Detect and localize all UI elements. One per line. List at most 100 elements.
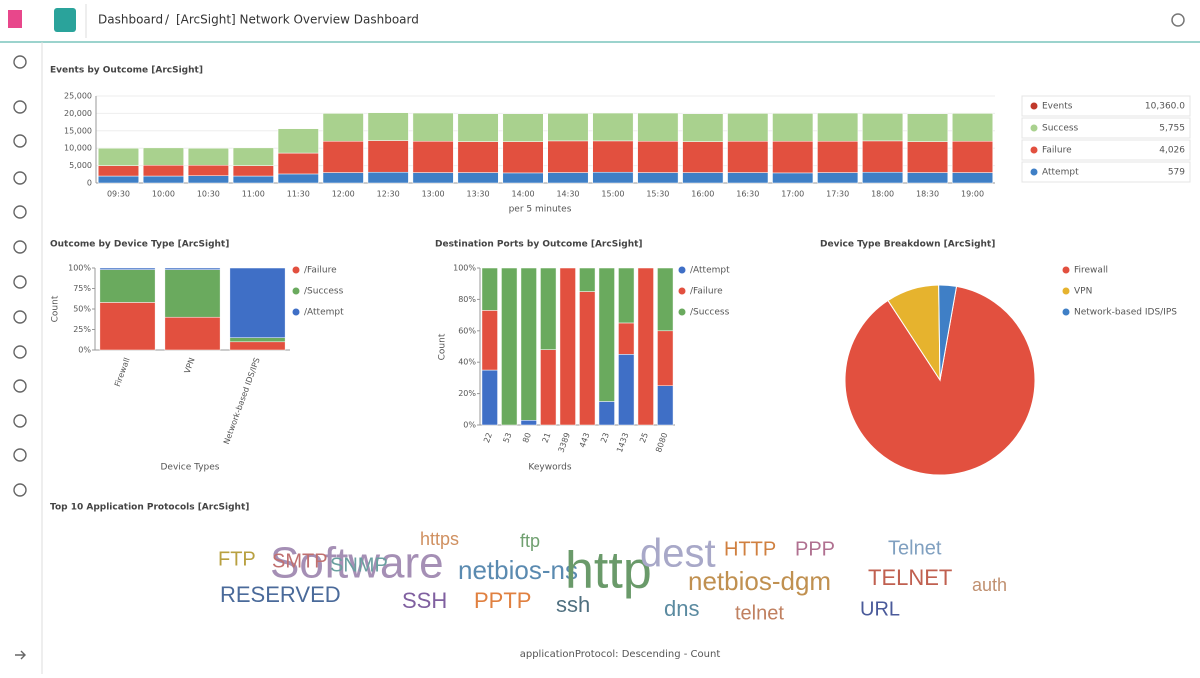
bar-segment[interactable] (322, 113, 364, 142)
nav-icon[interactable] (13, 379, 27, 393)
tag-word[interactable]: dns (664, 596, 699, 621)
bar-segment[interactable] (907, 172, 949, 184)
bar-segment[interactable] (164, 267, 221, 270)
bar-segment[interactable] (187, 147, 229, 166)
collapse-icon[interactable] (15, 650, 26, 660)
nav-icon[interactable] (13, 310, 27, 324)
bar-segment[interactable] (142, 147, 184, 166)
bar-segment[interactable] (637, 112, 679, 142)
breadcrumb[interactable]: Dashboard (98, 13, 163, 27)
bar-segment[interactable] (727, 113, 769, 142)
bar-segment[interactable] (367, 112, 409, 141)
bar-segment[interactable] (502, 141, 544, 174)
legend-swatch[interactable] (678, 287, 686, 295)
tag-word[interactable]: SNMP (330, 554, 388, 576)
bar-segment[interactable] (618, 322, 635, 355)
bar-segment[interactable] (727, 140, 769, 173)
legend-swatch[interactable] (1062, 266, 1070, 274)
bar-segment[interactable] (457, 172, 499, 184)
bar-segment[interactable] (682, 113, 724, 142)
bar-segment[interactable] (592, 112, 634, 142)
bar-segment[interactable] (97, 165, 139, 177)
bar-segment[interactable] (520, 267, 537, 421)
tag-word[interactable]: http (565, 542, 652, 600)
tag-word[interactable]: https (420, 529, 459, 549)
legend-label[interactable]: /Attempt (304, 308, 344, 318)
bar-segment[interactable] (99, 302, 156, 351)
legend-swatch[interactable] (1062, 287, 1070, 295)
nav-icon[interactable] (13, 134, 27, 148)
bar-segment[interactable] (457, 113, 499, 142)
bar-segment[interactable] (592, 171, 634, 184)
bar-segment[interactable] (232, 175, 274, 184)
bar-segment[interactable] (412, 172, 454, 184)
bar-segment[interactable] (277, 128, 319, 154)
bar-segment[interactable] (164, 316, 221, 351)
bar-segment[interactable] (367, 140, 409, 173)
bar-segment[interactable] (457, 141, 499, 173)
app-icon[interactable] (54, 8, 76, 32)
bar-segment[interactable] (952, 140, 994, 173)
bar-segment[interactable] (502, 172, 544, 184)
bar-segment[interactable] (187, 175, 229, 184)
nav-icon[interactable] (13, 275, 27, 289)
bar-segment[interactable] (952, 113, 994, 142)
bar-segment[interactable] (547, 113, 589, 142)
tag-word[interactable]: netbios-ns (458, 555, 578, 585)
legend-label[interactable]: /Success (690, 308, 730, 318)
bar-segment[interactable] (862, 113, 904, 142)
nav-icon[interactable] (13, 55, 27, 69)
bar-segment[interactable] (637, 140, 679, 173)
bar-segment[interactable] (97, 147, 139, 166)
legend-swatch[interactable] (292, 266, 300, 274)
tag-word[interactable]: FTP (218, 548, 256, 570)
tag-word[interactable]: ssh (556, 592, 590, 617)
bar-segment[interactable] (229, 337, 286, 343)
legend-label[interactable]: /Failure (304, 266, 337, 276)
bar-segment[interactable] (99, 267, 156, 270)
tag-word[interactable]: HTTP (724, 538, 776, 560)
bar-segment[interactable] (412, 140, 454, 173)
bar-segment[interactable] (232, 165, 274, 177)
legend-swatch[interactable] (1030, 146, 1038, 154)
bar-segment[interactable] (618, 267, 635, 324)
tag-word[interactable]: Telnet (888, 537, 942, 559)
bar-segment[interactable] (682, 141, 724, 173)
tag-word[interactable]: SMTP (272, 550, 328, 572)
nav-icon[interactable] (13, 240, 27, 254)
legend-label[interactable]: Firewall (1074, 266, 1108, 276)
legend-label[interactable]: /Failure (690, 287, 723, 297)
bar-segment[interactable] (540, 349, 557, 426)
bar-segment[interactable] (99, 269, 156, 303)
legend-swatch[interactable] (1030, 124, 1038, 132)
legend-swatch[interactable] (292, 308, 300, 316)
bar-segment[interactable] (579, 291, 596, 426)
bar-segment[interactable] (481, 310, 498, 371)
legend-swatch[interactable] (1062, 308, 1070, 316)
bar-segment[interactable] (164, 269, 221, 318)
bar-segment[interactable] (412, 112, 454, 142)
tag-word[interactable]: SSH (402, 588, 447, 613)
bar-segment[interactable] (618, 354, 635, 426)
legend-label[interactable]: Failure (1042, 146, 1072, 156)
bar-segment[interactable] (142, 165, 184, 177)
bar-segment[interactable] (481, 369, 498, 426)
settings-icon[interactable] (1171, 13, 1185, 27)
tag-word[interactable]: auth (972, 575, 1007, 595)
bar-segment[interactable] (142, 175, 184, 184)
bar-segment[interactable] (772, 172, 814, 184)
bar-segment[interactable] (229, 341, 286, 351)
tag-word[interactable]: telnet (735, 602, 784, 624)
bar-segment[interactable] (502, 113, 544, 142)
nav-icon[interactable] (13, 414, 27, 428)
tag-word[interactable]: TELNET (868, 565, 952, 590)
legend-label[interactable]: Events (1042, 102, 1073, 112)
bar-segment[interactable] (232, 147, 274, 166)
bar-segment[interactable] (907, 113, 949, 142)
legend-swatch[interactable] (678, 266, 686, 274)
legend-swatch[interactable] (292, 287, 300, 295)
app-logo[interactable] (8, 10, 22, 28)
bar-segment[interactable] (322, 140, 364, 173)
bar-segment[interactable] (501, 267, 518, 426)
tag-word[interactable]: ftp (520, 531, 540, 551)
